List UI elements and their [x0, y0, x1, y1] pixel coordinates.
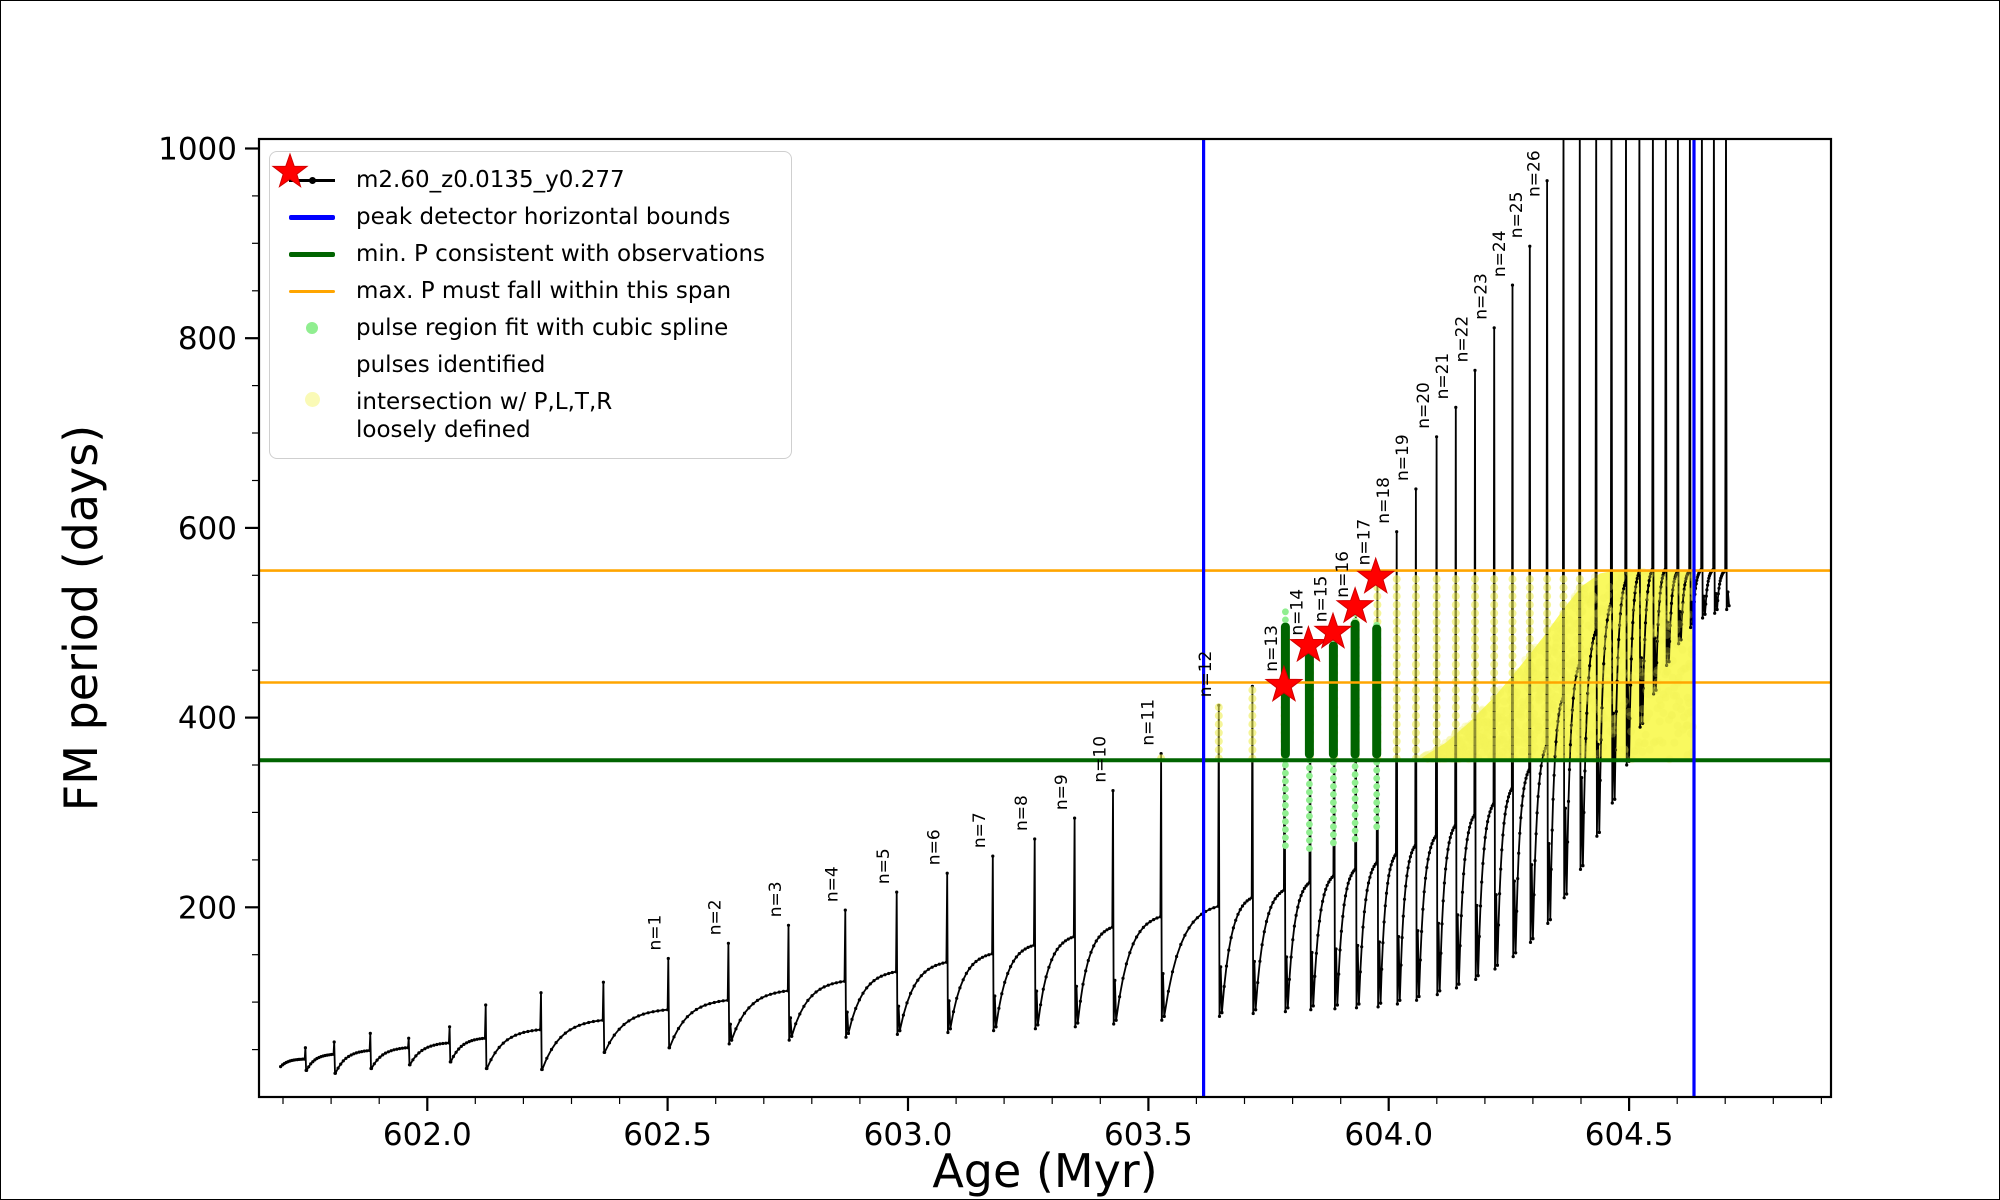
legend-item-label: m2.60_z0.0135_y0.277: [356, 167, 625, 193]
tick-labels: 602.0 602.5 603.0 603.5 604.0 604.5 200 400 600 8…: [158, 132, 1673, 1154]
pulse-star-marker: [1356, 556, 1396, 594]
legend-item-3: max. P must fall within this span: [284, 277, 765, 305]
pulse-label: n=13: [1262, 625, 1282, 672]
pulse-label: n=15: [1311, 576, 1331, 623]
pulse-label: n=22: [1452, 316, 1472, 363]
x-axis-label: Age (Myr): [932, 1144, 1157, 1198]
pulse-label: n=16: [1333, 551, 1353, 598]
y-tick-label: 400: [178, 701, 237, 737]
pulse-label: n=12: [1196, 651, 1216, 698]
pulse-labels: n=1 n=2 n=3 n=4 n=5 n=6 n=7 n=8 n=9 n=10 n=11 n=12 n…: [646, 150, 1545, 950]
y-tick-label: 600: [178, 511, 237, 547]
y-tick-label: 200: [178, 890, 237, 926]
legend-item-label: pulses identified: [356, 352, 546, 379]
pulse-label: n=21: [1433, 353, 1453, 400]
x-tick-label: 603.5: [1104, 1117, 1193, 1153]
legend-item-label: max. P must fall within this span: [356, 278, 732, 305]
pulse-label: n=2: [706, 899, 726, 935]
pulse-label: n=23: [1472, 273, 1492, 320]
y-axis-label: FM period (days): [54, 425, 108, 811]
pulse-label: n=24: [1490, 230, 1510, 277]
legend-item-6: intersection w/ P,L,T,R loosely defined: [284, 388, 765, 444]
series-line-marker-icon: [284, 176, 340, 184]
series-markers: [279, 179, 1731, 1075]
legend-item-0: m2.60_z0.0135_y0.277: [284, 166, 765, 194]
peak-bounds-vlines: [1201, 139, 1696, 1097]
y-tick-label: 1000: [158, 132, 237, 168]
pulse-label: n=18: [1374, 477, 1394, 524]
x-tick-label: 603.0: [864, 1117, 953, 1153]
pulse-star-marker: [1335, 586, 1375, 624]
peak-bounds-line-icon: [284, 214, 340, 220]
max-p-line-icon: [284, 289, 340, 293]
pulse-star-marker: [1288, 624, 1328, 663]
x-tick-label: 604.5: [1585, 1117, 1674, 1153]
x-tick-label: 604.0: [1344, 1117, 1433, 1153]
legend-item-2: min. P consistent with observations: [284, 240, 765, 268]
pulse-label: n=19: [1393, 434, 1413, 481]
pulse-label: n=7: [970, 812, 990, 848]
pulse-label: n=6: [924, 829, 944, 865]
pulse-star-marker: [1313, 611, 1353, 649]
pulse-label: n=14: [1287, 589, 1307, 636]
pulse-label: n=26: [1524, 150, 1544, 197]
intersection-dot-icon: [284, 392, 340, 408]
pulse-label: n=3: [766, 881, 786, 917]
axis-ticks: [245, 147, 1823, 1111]
pulse-star-marker: [1264, 664, 1304, 702]
pulse-label: n=1: [646, 915, 666, 951]
legend-item-label: intersection w/ P,L,T,R loosely defined: [356, 389, 613, 444]
x-tick-label: 602.5: [623, 1117, 712, 1153]
pulse-label: n=17: [1355, 519, 1375, 566]
pulse-label: n=4: [823, 866, 843, 902]
series-line: [279, 139, 1730, 1075]
legend-item-label: pulse region fit with cubic spline: [356, 315, 729, 342]
pulse-stars: [1264, 556, 1396, 702]
pulse-label: n=9: [1052, 774, 1072, 810]
spline-dot-icon: [284, 322, 340, 335]
legend-item-1: peak detector horizontal bounds: [284, 203, 765, 231]
legend-item-label: min. P consistent with observations: [356, 241, 766, 268]
min-p-line-icon: [284, 251, 340, 257]
threshold-hlines: [259, 569, 1831, 763]
y-tick-label: 800: [178, 321, 237, 357]
axes-spines: [257, 137, 1833, 1099]
pulse-label: n=11: [1138, 699, 1158, 746]
x-tick-label: 602.0: [383, 1117, 472, 1153]
legend-item-4: pulse region fit with cubic spline: [284, 314, 765, 342]
legend-item-5: pulses identified: [271, 152, 765, 379]
pulse-label: n=25: [1507, 192, 1527, 239]
legend-item-label: peak detector horizontal bounds: [356, 204, 731, 231]
pulse-label: n=10: [1090, 736, 1110, 783]
pulse-label: n=20: [1414, 382, 1434, 429]
pulse-label: n=5: [874, 848, 894, 884]
pulse-label: n=8: [1012, 795, 1032, 831]
